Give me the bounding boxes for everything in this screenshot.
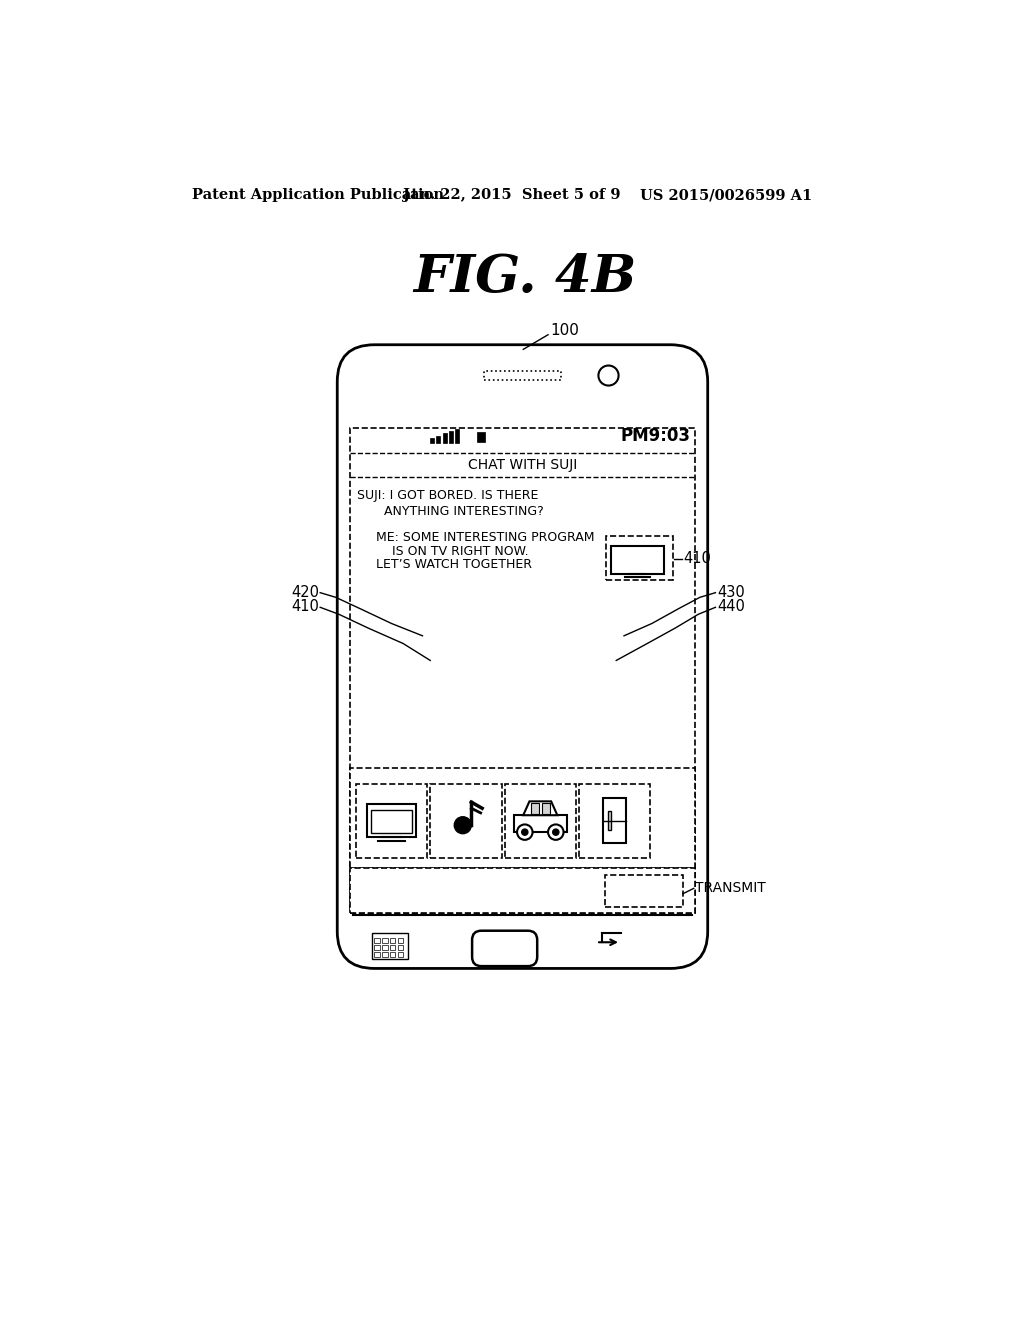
- Bar: [371, 810, 413, 833]
- Bar: [611, 546, 664, 574]
- Text: 440: 440: [717, 599, 744, 614]
- Circle shape: [517, 825, 532, 840]
- Bar: [603, 799, 627, 843]
- Bar: [483, 371, 561, 380]
- Text: LET’S WATCH TOGETHER: LET’S WATCH TOGETHER: [376, 558, 532, 572]
- Bar: [605, 875, 683, 907]
- Circle shape: [598, 366, 618, 385]
- Bar: [397, 945, 403, 950]
- Bar: [442, 433, 446, 444]
- Bar: [606, 536, 673, 581]
- Text: CHAT WITH SUJI: CHAT WITH SUJI: [468, 458, 578, 471]
- Text: Patent Application Publication: Patent Application Publication: [191, 189, 443, 202]
- Bar: [449, 432, 453, 444]
- Bar: [397, 939, 403, 942]
- Text: US 2015/0026599 A1: US 2015/0026599 A1: [640, 189, 812, 202]
- Bar: [356, 784, 427, 858]
- Bar: [542, 803, 550, 813]
- Bar: [382, 952, 388, 957]
- Bar: [350, 869, 694, 913]
- Circle shape: [455, 817, 471, 834]
- Bar: [350, 428, 694, 913]
- Bar: [397, 952, 403, 957]
- Bar: [514, 816, 566, 832]
- Text: Jan. 22, 2015  Sheet 5 of 9: Jan. 22, 2015 Sheet 5 of 9: [403, 189, 621, 202]
- Text: PM9:03: PM9:03: [621, 426, 690, 445]
- Bar: [531, 803, 539, 813]
- Bar: [382, 939, 388, 942]
- FancyBboxPatch shape: [472, 931, 538, 966]
- Bar: [607, 812, 611, 830]
- Text: 420: 420: [292, 585, 319, 601]
- Bar: [455, 429, 459, 444]
- Text: 100: 100: [550, 323, 580, 338]
- Bar: [430, 438, 434, 444]
- Bar: [375, 939, 380, 942]
- Bar: [382, 945, 388, 950]
- Text: 410: 410: [684, 552, 712, 566]
- Text: FIG. 4B: FIG. 4B: [413, 252, 637, 304]
- Bar: [477, 432, 484, 442]
- Text: TRANSMIT: TRANSMIT: [695, 882, 766, 895]
- Bar: [390, 945, 395, 950]
- Bar: [375, 945, 380, 950]
- Circle shape: [553, 829, 559, 836]
- Circle shape: [548, 825, 563, 840]
- Bar: [436, 436, 440, 444]
- Text: 430: 430: [717, 585, 744, 601]
- Text: IS ON TV RIGHT NOW.: IS ON TV RIGHT NOW.: [391, 545, 528, 557]
- Text: ANYTHING INTERESTING?: ANYTHING INTERESTING?: [384, 504, 544, 517]
- Bar: [390, 952, 395, 957]
- Bar: [579, 784, 650, 858]
- Circle shape: [521, 829, 528, 836]
- Bar: [375, 952, 380, 957]
- Bar: [505, 784, 575, 858]
- Text: ME: SOME INTERESTING PROGRAM: ME: SOME INTERESTING PROGRAM: [376, 531, 595, 544]
- Bar: [430, 784, 502, 858]
- FancyBboxPatch shape: [337, 345, 708, 969]
- Text: 410: 410: [292, 599, 319, 614]
- Bar: [368, 804, 416, 837]
- Polygon shape: [523, 801, 557, 816]
- Bar: [372, 933, 408, 960]
- Bar: [350, 768, 694, 869]
- Bar: [390, 939, 395, 942]
- Text: SUJI: I GOT BORED. IS THERE: SUJI: I GOT BORED. IS THERE: [356, 490, 538, 502]
